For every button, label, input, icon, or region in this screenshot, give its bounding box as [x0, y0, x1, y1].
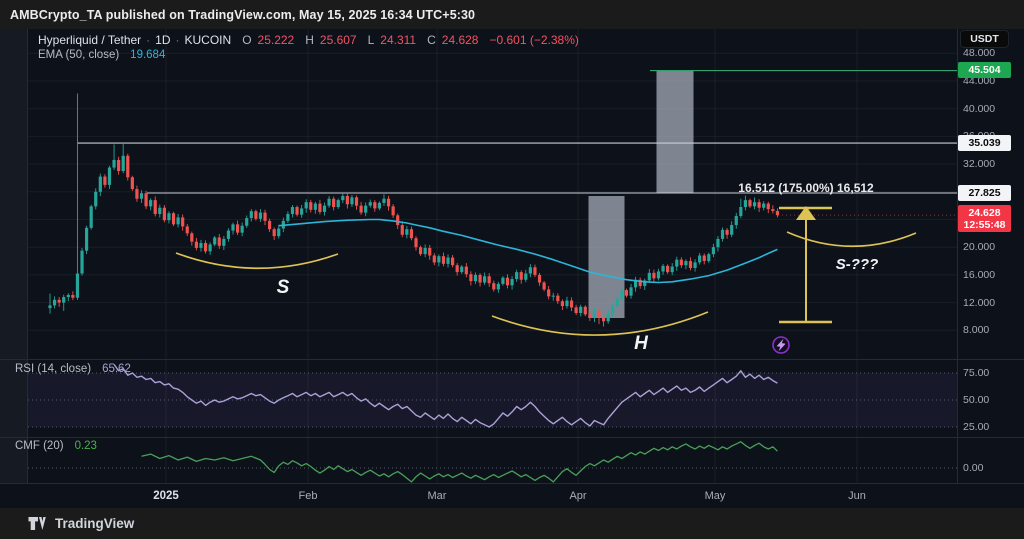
open-value: 25.222	[257, 33, 295, 47]
bar-countdown: 12:55:48	[963, 218, 1006, 231]
tradingview-wordmark[interactable]: TradingView	[55, 516, 135, 531]
publish-text: AMBCrypto_TA published on TradingView.co…	[10, 7, 476, 22]
close-label: C	[427, 33, 436, 47]
low-value: 24.311	[380, 33, 417, 47]
change-value: −0.601 (−2.38%)	[489, 33, 579, 47]
head-arc	[491, 311, 709, 336]
ema-label: EMA (50, close)	[38, 49, 120, 61]
price-badge-27: 27.825	[958, 185, 1011, 201]
symbol-name: Hyperliquid / Tether	[38, 33, 142, 47]
time-tick-label: 2025	[153, 490, 179, 502]
price-tick-label: 12.000	[963, 296, 996, 309]
rsi-label: RSI (14, close)	[15, 363, 92, 375]
high-label: H	[305, 33, 314, 47]
head-and-shoulders-drawings	[175, 206, 917, 336]
exchange-label: KUCOIN	[184, 33, 232, 47]
price-range-measure-label: 16.512 (175.00%) 16,512	[738, 181, 874, 195]
last-price-badge: 24.628 12:55:48	[958, 205, 1011, 232]
left-shoulder-arc	[175, 252, 339, 270]
gridlines	[28, 29, 957, 483]
rsi-value: 65.62	[102, 363, 131, 375]
pane-background	[0, 29, 28, 484]
legend-separator: ·	[146, 33, 151, 47]
chart-canvas[interactable]	[0, 29, 1024, 508]
head-label: H	[634, 333, 648, 354]
cmf-legend[interactable]: CMF (20) 0.23	[15, 440, 97, 452]
price-badge-green: 45.504	[958, 62, 1011, 78]
price-tick-label: 40.000	[963, 102, 996, 115]
pane-separators	[0, 29, 1024, 484]
time-tick-label: May	[704, 490, 726, 502]
lightning-idea-icon[interactable]	[772, 336, 790, 354]
footer-bar: TradingView	[0, 508, 1024, 539]
ema-value: 19.684	[130, 49, 166, 61]
interval-label: 1D	[155, 33, 171, 47]
currency-toggle-button[interactable]: USDT	[960, 30, 1009, 48]
publish-bar: AMBCrypto_TA published on TradingView.co…	[0, 0, 1024, 29]
close-value: 24.628	[441, 33, 479, 47]
ema-legend[interactable]: EMA (50, close) 19.684	[38, 49, 165, 61]
last-price-value: 24.628	[968, 206, 1001, 219]
left-shoulder-label: S	[276, 277, 290, 298]
symbol-legend[interactable]: Hyperliquid / Tether · 1D · KUCOIN O 25.2…	[38, 33, 579, 47]
open-label: O	[242, 33, 252, 47]
cmf-label: CMF (20)	[15, 440, 64, 452]
rsi-tick-label: 50.00	[963, 394, 990, 406]
highlight-boxes	[588, 70, 694, 318]
time-tick-label: Feb	[298, 490, 318, 502]
high-value: 25.607	[319, 33, 357, 47]
price-tick-label: 32.000	[963, 158, 996, 171]
right-shoulder-label: S-???	[835, 256, 879, 273]
cmf-pane-graphics	[28, 441, 957, 483]
rsi-pane-graphics	[28, 363, 957, 428]
cmf-tick-label: 0.00	[963, 462, 984, 474]
time-tick-label: Mar	[427, 490, 447, 502]
rsi-tick-label: 25.00	[963, 421, 990, 433]
price-tick-label: 44.000	[963, 75, 996, 87]
price-tick-label: 20.000	[963, 241, 996, 254]
chart-area: Hyperliquid / Tether · 1D · KUCOIN O 25.2…	[0, 29, 1024, 508]
right-shoulder-arc	[786, 231, 917, 248]
price-badge-35: 35.039	[958, 135, 1011, 151]
price-tick-label: 48.000	[963, 47, 996, 60]
rsi-legend[interactable]: RSI (14, close) 65.62	[15, 363, 131, 375]
rsi-tick-label: 75.00	[963, 367, 990, 379]
cmf-value: 0.23	[74, 440, 97, 452]
tradingview-logo-icon[interactable]	[28, 516, 47, 531]
price-level-lines	[77, 69, 957, 216]
legend-separator: ·	[175, 33, 180, 47]
price-tick-label: 16.000	[963, 268, 996, 281]
candlestick-series	[48, 93, 780, 327]
time-tick-label: Apr	[569, 490, 587, 502]
price-tick-label: 8.000	[963, 324, 990, 337]
low-label: L	[367, 33, 375, 47]
time-tick-label: Jun	[848, 490, 866, 502]
ema-line	[278, 218, 778, 284]
